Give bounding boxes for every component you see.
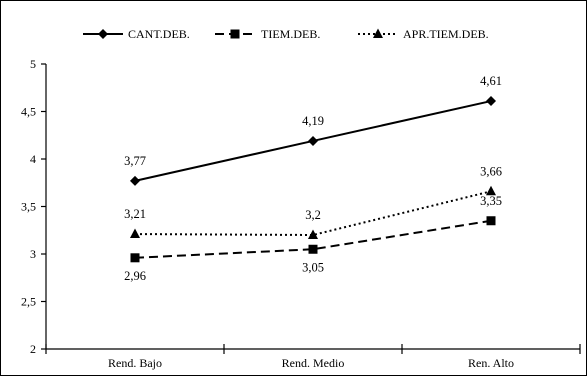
data-label: 3,21 [124, 207, 146, 221]
legend-label: APR.TIEM.DEB. [403, 27, 489, 41]
triangle-marker [486, 185, 496, 196]
square-marker [230, 29, 240, 39]
axes: 2 2,5 3 3,5 4 4,5 5 Rend. Bajo Rend. Medio Ren. A… [21, 57, 581, 370]
series-line [134, 219, 492, 259]
diamond-marker [98, 29, 108, 39]
y-tick-label: 2,5 [21, 295, 36, 309]
series-apr-tiem-deb [130, 185, 496, 239]
legend-item: CANT.DEB. [83, 27, 190, 41]
data-label: 4,19 [302, 114, 324, 128]
square-marker [486, 216, 496, 226]
y-tick-label: 5 [30, 57, 36, 71]
y-tick-label: 4,5 [21, 105, 36, 119]
y-tick-label: 4 [30, 152, 36, 166]
diamond-marker [486, 96, 496, 107]
triangle-marker [130, 228, 140, 239]
data-label: 3,05 [302, 260, 324, 274]
legend-label: CANT.DEB. [128, 27, 190, 41]
series-layer [130, 96, 496, 263]
legend-label: TIEM.DEB. [261, 27, 320, 41]
diamond-marker [308, 135, 318, 146]
series-cant-deb [130, 96, 496, 186]
data-label: 2,96 [124, 269, 146, 283]
legend-item: APR.TIEM.DEB. [358, 27, 489, 41]
y-tick-label: 2 [30, 342, 36, 356]
legend: CANT.DEB. TIEM.DEB. APR.TIEM.DEB. [83, 27, 489, 41]
x-tick-label: Rend. Medio [282, 356, 345, 370]
triangle-marker [373, 28, 383, 38]
y-tick-label: 3 [30, 247, 36, 261]
legend-item: TIEM.DEB. [215, 27, 320, 41]
series-line [134, 190, 492, 237]
square-marker [130, 253, 140, 263]
data-label: 3,2 [305, 208, 321, 222]
square-marker [308, 244, 318, 254]
y-tick-label: 3,5 [21, 200, 36, 214]
series-tiem-deb [130, 216, 496, 263]
data-label: 3,35 [480, 194, 502, 208]
x-tick-label: Ren. Alto [468, 356, 514, 370]
diamond-marker [130, 175, 140, 186]
data-label: 3,77 [124, 154, 146, 168]
data-labels: 3,77 4,19 4,61 2,96 3,05 3,35 3,21 3,2 3,66 [124, 74, 502, 283]
triangle-marker [308, 229, 318, 239]
x-tick-label: Rend. Bajo [108, 356, 162, 370]
data-label: 4,61 [480, 74, 502, 88]
data-label: 3,66 [480, 164, 502, 178]
